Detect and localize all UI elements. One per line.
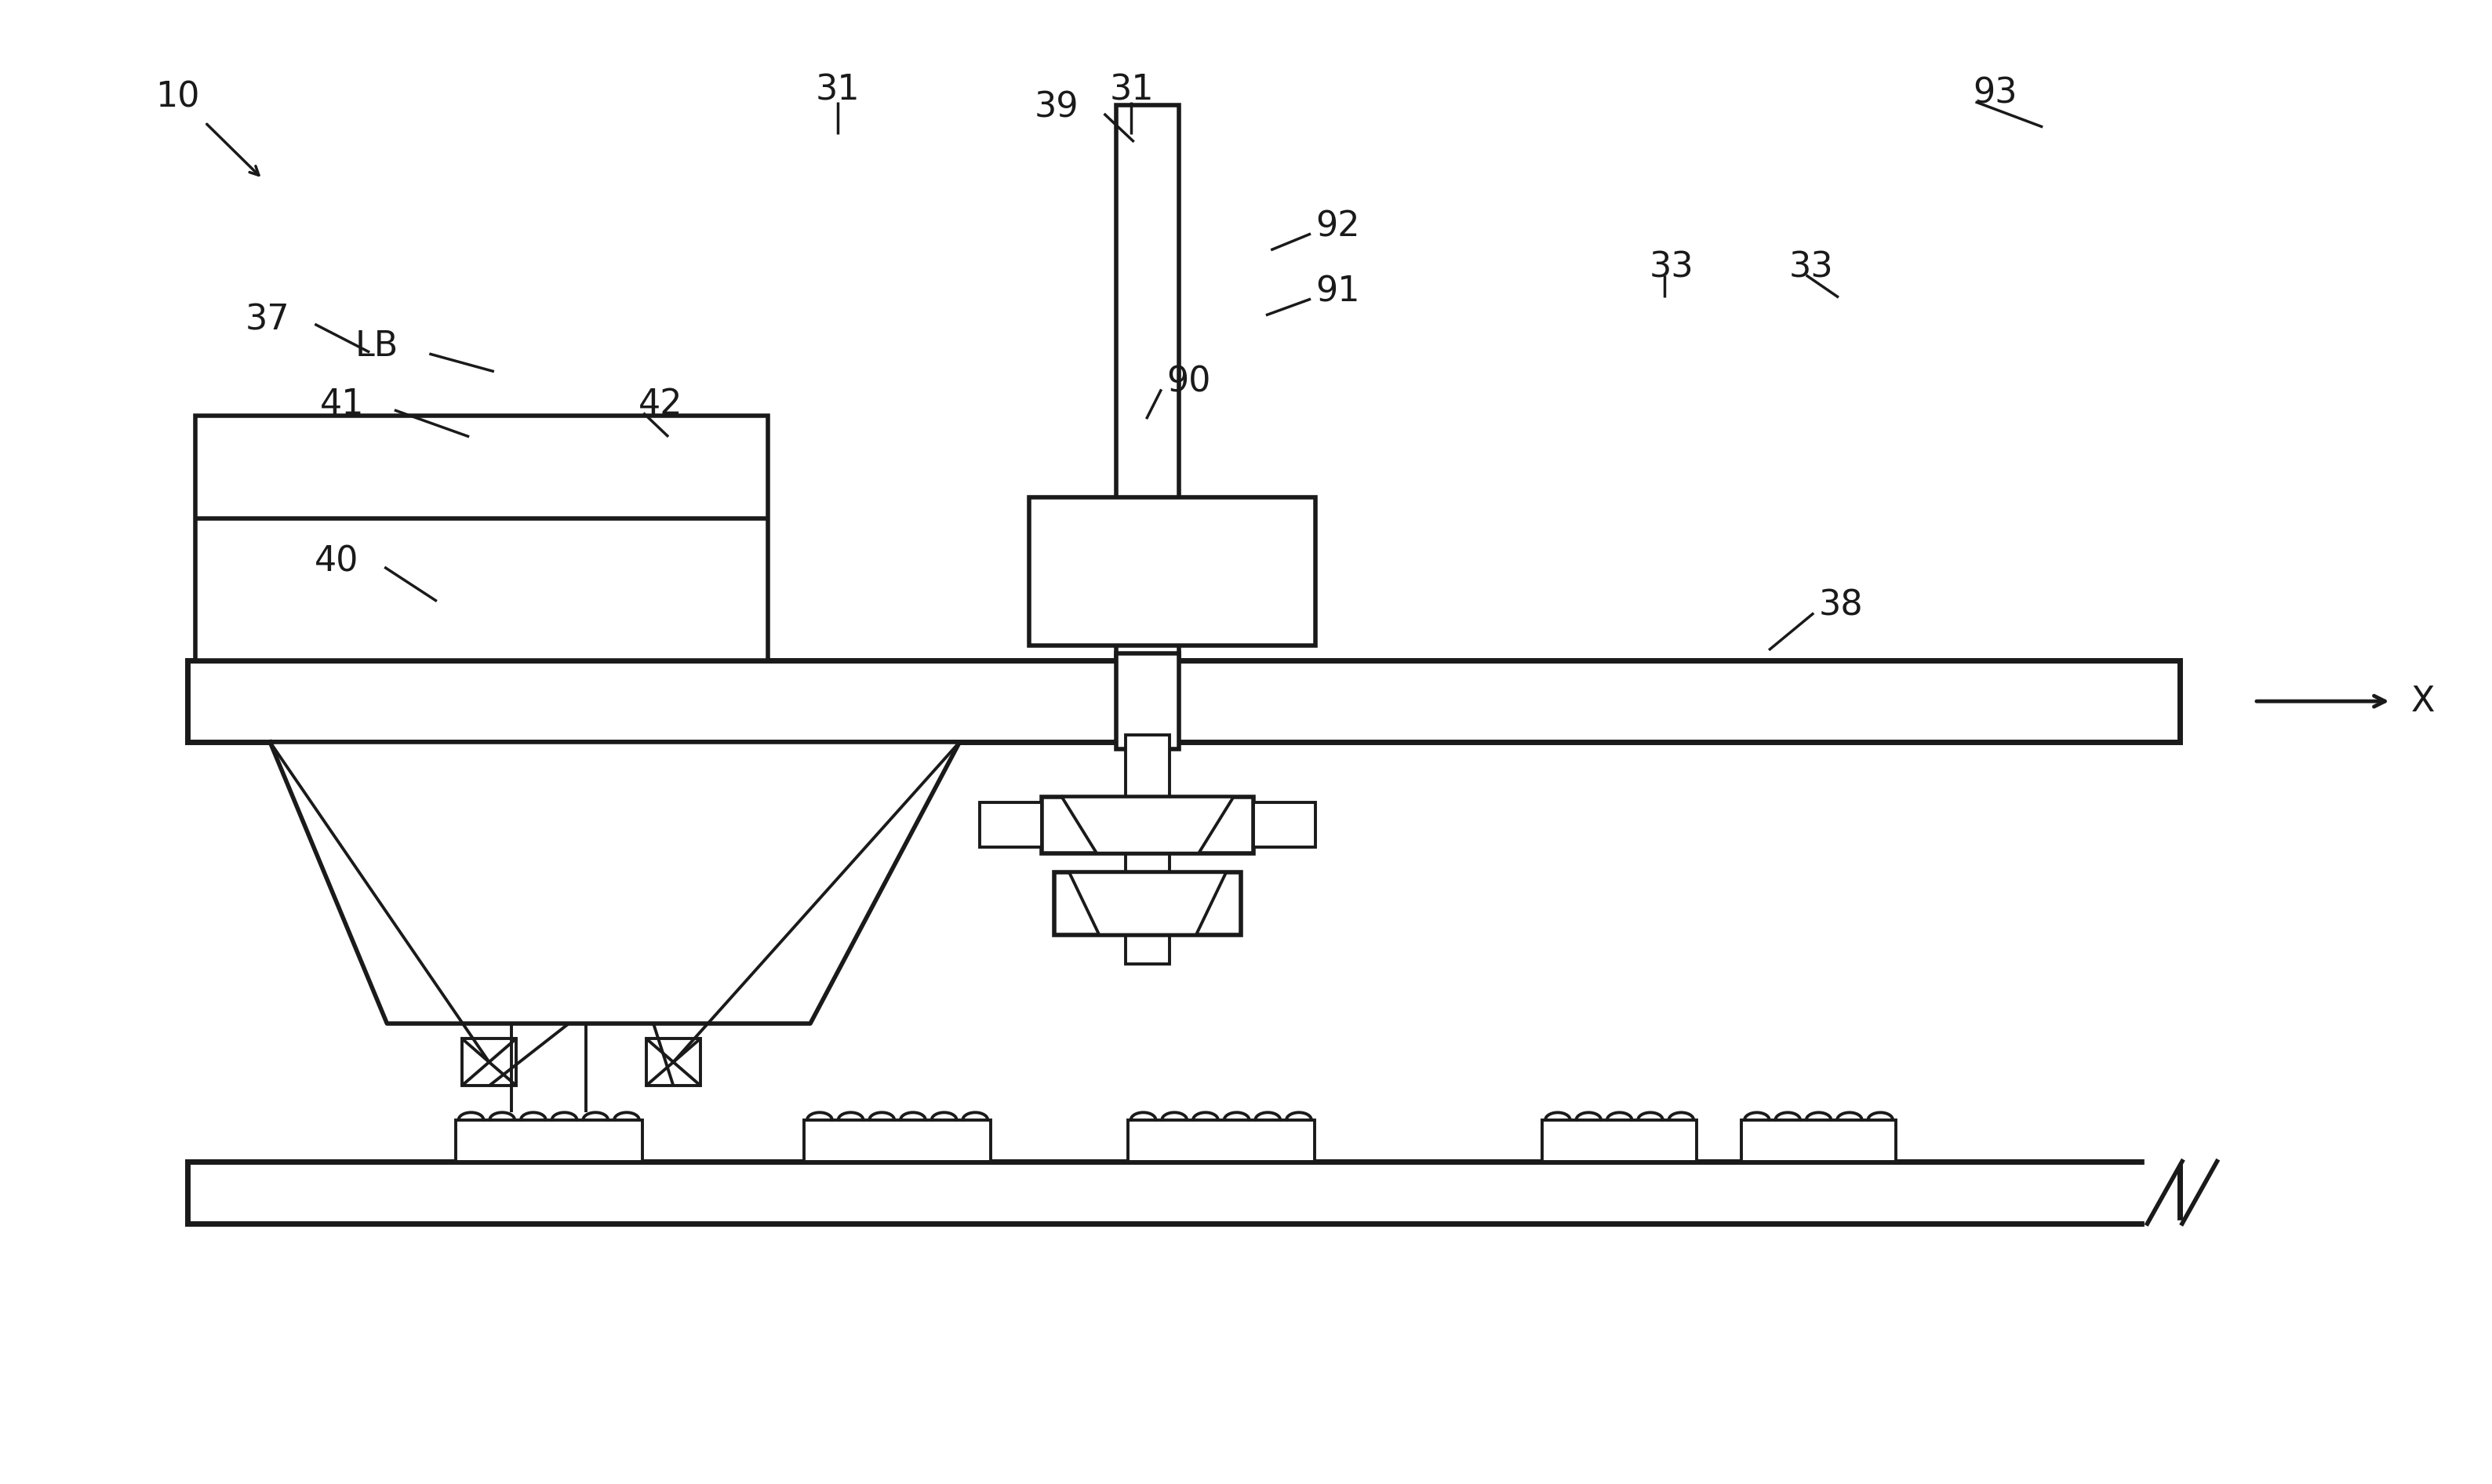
FancyBboxPatch shape	[1042, 797, 1253, 853]
Text: 40: 40	[314, 545, 359, 579]
FancyBboxPatch shape	[1253, 803, 1316, 847]
FancyBboxPatch shape	[194, 416, 768, 660]
Text: 31: 31	[1109, 73, 1154, 107]
Text: 37: 37	[244, 303, 289, 337]
Text: 90: 90	[1166, 365, 1211, 399]
Polygon shape	[269, 742, 959, 1024]
FancyBboxPatch shape	[1054, 873, 1241, 935]
FancyBboxPatch shape	[645, 1039, 700, 1086]
FancyBboxPatch shape	[1116, 653, 1179, 749]
FancyBboxPatch shape	[1742, 1120, 1896, 1162]
Text: 10: 10	[155, 80, 199, 114]
FancyBboxPatch shape	[1543, 1120, 1697, 1162]
FancyBboxPatch shape	[187, 1162, 2181, 1224]
Text: 92: 92	[1316, 209, 1361, 243]
FancyBboxPatch shape	[461, 1039, 516, 1086]
Text: 93: 93	[1974, 76, 2019, 110]
FancyBboxPatch shape	[1126, 735, 1169, 965]
Text: LB: LB	[354, 329, 399, 364]
FancyBboxPatch shape	[1116, 105, 1179, 660]
FancyBboxPatch shape	[979, 803, 1042, 847]
Text: 31: 31	[815, 73, 860, 107]
Text: 38: 38	[1819, 589, 1864, 622]
FancyBboxPatch shape	[1129, 1120, 1313, 1162]
Text: X: X	[2412, 684, 2435, 718]
Polygon shape	[1062, 797, 1234, 853]
Polygon shape	[1069, 873, 1226, 935]
Text: 91: 91	[1316, 275, 1361, 309]
FancyBboxPatch shape	[456, 1120, 643, 1162]
Text: 42: 42	[638, 387, 683, 421]
Text: 33: 33	[1789, 251, 1834, 285]
FancyBboxPatch shape	[805, 1120, 992, 1162]
Text: 41: 41	[319, 387, 364, 421]
FancyBboxPatch shape	[1029, 497, 1316, 646]
Text: 39: 39	[1034, 91, 1079, 125]
Text: 33: 33	[1650, 251, 1695, 285]
FancyBboxPatch shape	[187, 660, 2181, 742]
